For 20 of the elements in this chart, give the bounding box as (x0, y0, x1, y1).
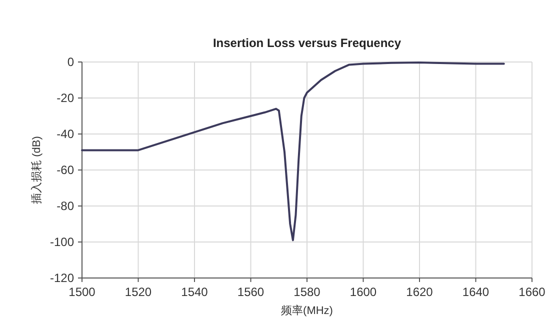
x-axis-title: 频率(MHz) (281, 304, 333, 317)
x-tick-label: 1500 (68, 285, 96, 299)
line-series (81, 62, 505, 242)
x-tick-label: 1640 (462, 285, 490, 299)
chart-title: Insertion Loss versus Frequency (212, 36, 402, 50)
y-tick-label: -40 (56, 127, 74, 141)
x-tick-label: 1520 (124, 285, 152, 299)
x-tick-label: 1600 (350, 285, 377, 299)
y-axis-title: 插入损耗 (dB) (30, 136, 43, 204)
y-tick-label: -100 (50, 235, 74, 249)
y-tick-label: -20 (56, 91, 74, 105)
x-tick-label: 1560 (237, 285, 264, 299)
y-tick-label: -60 (56, 163, 74, 177)
x-tick-label: 1580 (294, 285, 321, 299)
x-tick-label: 1660 (518, 285, 546, 299)
x-tick-label: 1620 (406, 285, 434, 299)
x-tick-label: 1540 (181, 285, 208, 299)
y-tick-label: -120 (50, 271, 74, 285)
y-tick-label: 0 (67, 55, 74, 69)
y-tick-label: -80 (56, 199, 74, 213)
